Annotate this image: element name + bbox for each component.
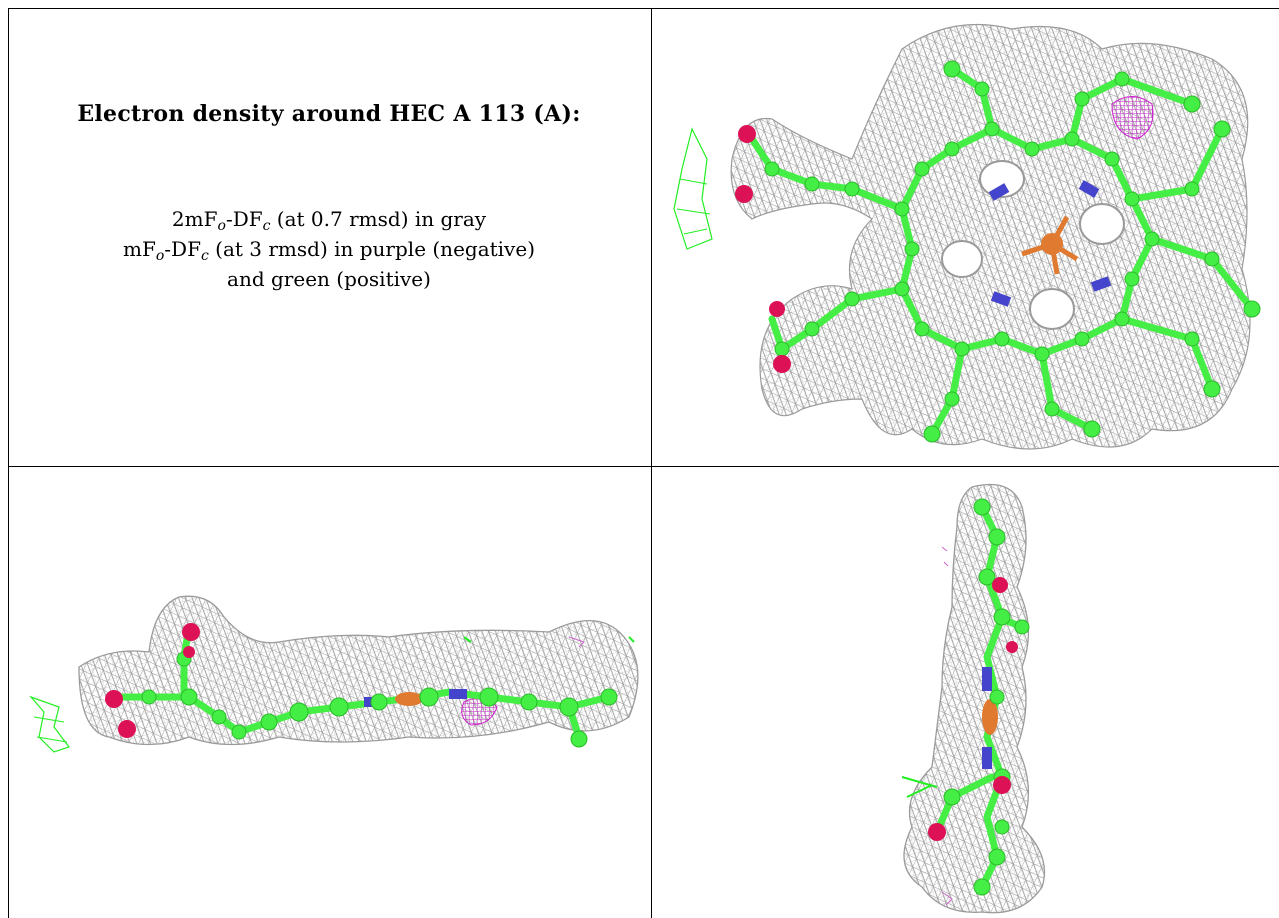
caption-cell: Electron density around HEC A 113 (A): 2… bbox=[9, 9, 651, 466]
caption-title: Electron density around HEC A 113 (A): bbox=[77, 101, 581, 127]
table-border-middle-horizontal bbox=[8, 466, 1279, 467]
table-border-middle bbox=[651, 8, 652, 918]
heme-molecule-edge-on-image bbox=[9, 467, 651, 918]
caption-line-fofc: mFo-DFc (at 3 rmsd) in purple (negative) bbox=[123, 237, 535, 264]
heme-molecule-face-on-image bbox=[652, 9, 1279, 466]
table-border-left bbox=[8, 8, 9, 918]
caption-line-positive: and green (positive) bbox=[227, 267, 431, 291]
table-border-top bbox=[8, 8, 1279, 9]
figure-table: Electron density around HEC A 113 (A): 2… bbox=[8, 8, 1279, 918]
heme-molecule-end-on-image bbox=[652, 467, 1279, 918]
caption-line-2fofc: 2mFo-DFc (at 0.7 rmsd) in gray bbox=[171, 207, 487, 234]
